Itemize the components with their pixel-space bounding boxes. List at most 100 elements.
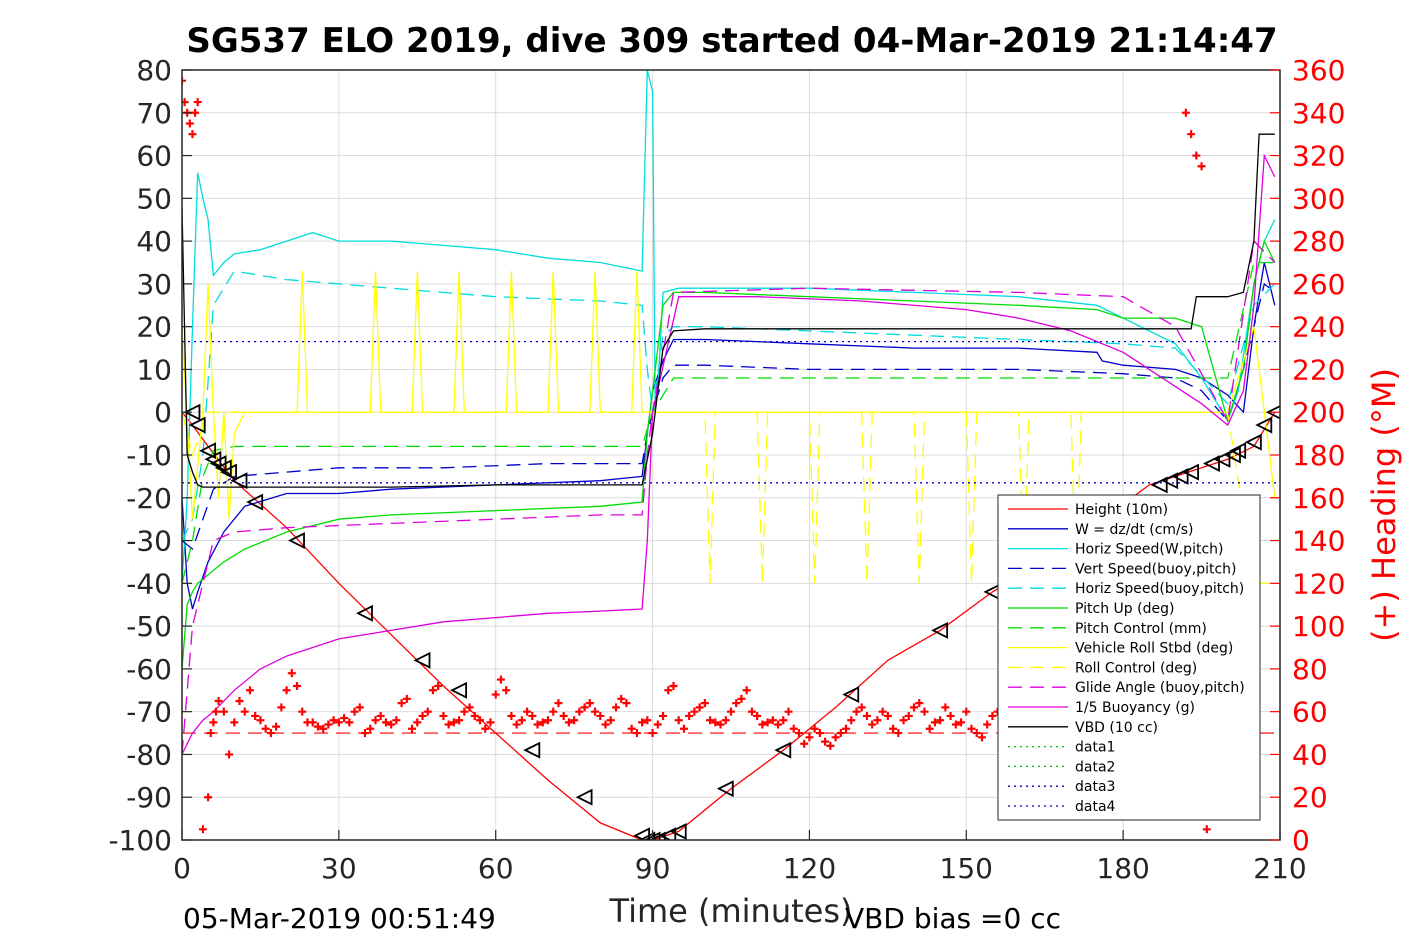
depth-marker — [659, 827, 677, 840]
heading-point — [512, 720, 521, 729]
heading-point — [371, 716, 380, 725]
y-tick-label: 0 — [154, 396, 172, 429]
heading-point — [460, 707, 469, 716]
heading-point — [538, 718, 547, 727]
heading-point — [747, 707, 756, 716]
heading-point — [779, 716, 788, 725]
heading-point — [376, 711, 385, 720]
y-tick-label: -80 — [126, 738, 172, 771]
heading-point — [920, 707, 929, 716]
heading-point — [727, 707, 735, 716]
legend-label: data3 — [1075, 779, 1115, 795]
heading-point — [308, 718, 317, 727]
heading-point — [711, 718, 720, 727]
heading-point — [957, 718, 966, 727]
heading-point — [925, 724, 934, 733]
heading-point — [910, 703, 918, 712]
heading-point — [967, 724, 976, 733]
heading-point — [622, 699, 631, 708]
heading-point — [852, 707, 861, 716]
heading-point — [528, 711, 537, 720]
depth-marker — [1161, 472, 1179, 490]
heading-point — [596, 711, 605, 720]
heading-point — [659, 711, 668, 720]
heading-point — [387, 720, 396, 729]
y-tick-label: -40 — [126, 567, 172, 600]
series-line-11 — [182, 133, 1275, 488]
legend-label: Vert Speed(buoy,pitch) — [1075, 561, 1237, 577]
heading-point — [214, 696, 223, 705]
heading-point — [591, 707, 600, 716]
heading-point — [648, 729, 657, 738]
heading-point — [611, 703, 620, 712]
heading-point — [554, 699, 563, 708]
heading-point — [1192, 151, 1201, 160]
footer-vbd-bias: VBD bias =0 cc — [845, 902, 1061, 935]
y-tick-label: -20 — [126, 482, 172, 515]
heading-point — [768, 716, 777, 725]
chart-title: SG537 ELO 2019, dive 309 started 04-Mar-… — [186, 21, 1277, 61]
heading-point — [298, 707, 307, 716]
heading-point — [287, 669, 296, 678]
y-right-tick-label: 300 — [1292, 182, 1345, 215]
heading-point — [758, 720, 767, 729]
depth-marker — [220, 463, 237, 481]
y-right-tick-label: 0 — [1292, 824, 1310, 857]
y-tick-label: 40 — [136, 225, 172, 258]
depth-marker — [774, 741, 792, 759]
depth-marker — [931, 621, 949, 639]
heading-point — [204, 793, 213, 802]
legend-label: W = dz/dt (cm/s) — [1075, 522, 1194, 538]
heading-point — [774, 720, 783, 729]
heading-point — [361, 729, 369, 738]
y-right-tick-label: 20 — [1292, 781, 1328, 814]
heading-point — [915, 699, 924, 708]
depth-marker — [716, 780, 734, 798]
heading-point — [883, 711, 892, 720]
y-tick-label: -100 — [108, 824, 172, 857]
heading-point — [847, 716, 856, 725]
y-axis-right-label: (+) Heading (°M) — [1365, 368, 1403, 642]
heading-point — [423, 707, 432, 716]
depth-marker — [1265, 405, 1280, 420]
heading-point — [549, 707, 558, 716]
heading-point — [402, 694, 411, 703]
y-tick-label: 60 — [136, 140, 172, 173]
heading-point — [951, 720, 960, 729]
heading-point — [329, 716, 338, 725]
y-right-tick-label: 340 — [1292, 97, 1345, 130]
y-tick-label: 10 — [136, 353, 172, 386]
legend-label: Height (10m) — [1075, 502, 1168, 518]
heading-point — [397, 699, 406, 708]
legend-label: 1/5 Buoyancy (g) — [1075, 700, 1195, 716]
heading-point — [716, 720, 725, 729]
heading-point — [988, 711, 997, 720]
heading-point — [842, 724, 851, 733]
heading-point — [962, 707, 971, 716]
legend-label: data2 — [1075, 759, 1115, 775]
heading-point — [873, 716, 882, 725]
depth-marker — [450, 681, 468, 699]
y-right-tick-label: 140 — [1292, 525, 1345, 558]
depth-marker — [1255, 416, 1273, 434]
depth-marker — [246, 493, 264, 511]
y-right-tick-label: 220 — [1292, 353, 1345, 386]
heading-point — [496, 675, 505, 684]
heading-point — [465, 703, 474, 712]
y-tick-label: 30 — [136, 268, 172, 301]
y-tick-label: 50 — [136, 182, 172, 215]
heading-point — [261, 724, 270, 733]
heading-point — [324, 720, 333, 729]
heading-point — [350, 707, 359, 716]
heading-point — [272, 722, 281, 731]
heading-point — [815, 729, 824, 738]
heading-point — [418, 711, 427, 720]
heading-point — [638, 718, 647, 727]
depth-marker — [669, 822, 687, 840]
heading-point — [319, 724, 328, 733]
heading-point — [366, 724, 375, 733]
heading-point — [256, 716, 265, 725]
heading-point — [836, 729, 845, 738]
y-axis-right: 3603403203002802602402202001801601401201… — [1270, 54, 1345, 857]
heading-point — [721, 716, 730, 725]
